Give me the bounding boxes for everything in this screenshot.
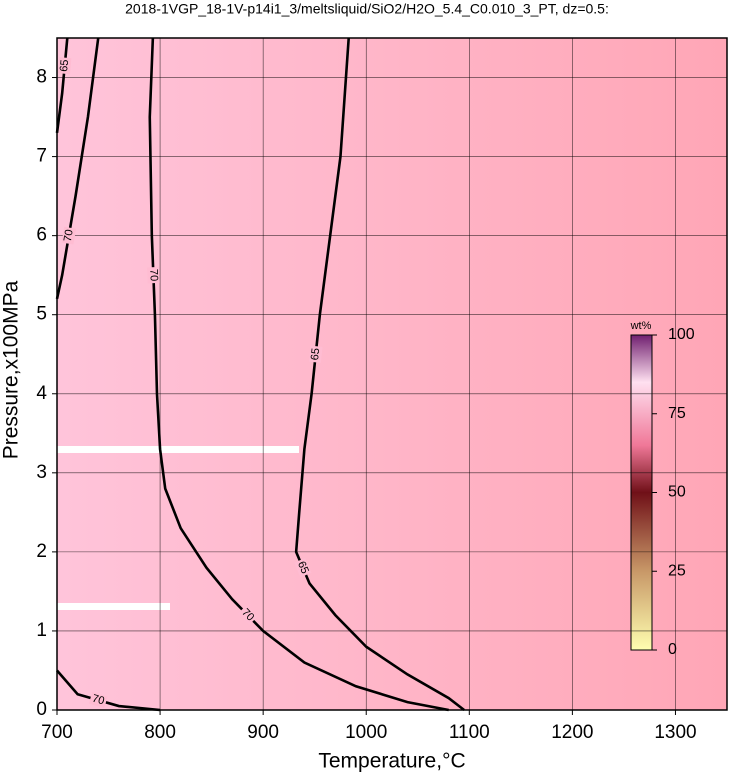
y-tick-label: 7: [36, 146, 47, 167]
colorbar-tick-label: 50: [668, 484, 686, 501]
x-tick-label: 700: [41, 722, 73, 743]
y-tick-label: 2: [36, 541, 47, 562]
contour-line: [55, 37, 100, 300]
y-tick-label: 4: [36, 383, 47, 404]
plot-area: [57, 38, 727, 710]
data-gap: [57, 446, 299, 453]
y-tick-label: 8: [36, 67, 47, 88]
data-gap: [57, 603, 170, 610]
contour-label-bg: [237, 605, 258, 626]
y-tick-label: 1: [36, 620, 47, 641]
contour-label-bg: [88, 692, 108, 709]
y-tick-label: 5: [36, 304, 47, 325]
colorbar-label: wt%: [630, 320, 652, 332]
contour-label-bg: [61, 226, 77, 245]
contour-line: [55, 37, 69, 134]
contour-label-bg: [147, 266, 160, 284]
x-tick-label: 1000: [345, 722, 387, 743]
colorbar: [630, 334, 653, 651]
colorbar-tick-label: 75: [668, 405, 686, 422]
x-tick-label: 1300: [654, 722, 696, 743]
colorbar-tick-label: 100: [668, 326, 695, 343]
plot-frame: [56, 37, 728, 711]
x-tick-label: 1200: [551, 722, 593, 743]
contour-label: 65: [309, 348, 322, 361]
contour-label: 70: [91, 693, 106, 708]
x-axis-label: Temperature,°C: [318, 750, 465, 773]
x-tick-label: 1100: [449, 722, 490, 743]
x-tick-label: 900: [247, 722, 279, 743]
y-tick-label: 0: [36, 699, 47, 720]
contour-line: [294, 37, 465, 712]
contour-label-bg: [308, 345, 323, 363]
contour-label-bg: [294, 557, 312, 578]
x-tick-label: 800: [144, 722, 176, 743]
contour-label: 70: [62, 229, 76, 243]
contour-label: 70: [147, 269, 159, 282]
y-tick-label: 3: [36, 462, 47, 483]
colorbar-tick-label: 25: [668, 562, 686, 579]
y-tick-label: 6: [36, 225, 47, 246]
colorbar-tick-label: 0: [668, 641, 677, 658]
contour-label: 65: [58, 59, 71, 72]
contour-label: 65: [295, 560, 311, 576]
contour-label-bg: [58, 57, 72, 75]
y-axis-label: Pressure,x100MPa: [0, 280, 23, 459]
chart-title: 2018-1VGP_18-1V-p14i1_3/meltsliquid/SiO2…: [125, 1, 609, 17]
contour-line: [148, 37, 449, 712]
